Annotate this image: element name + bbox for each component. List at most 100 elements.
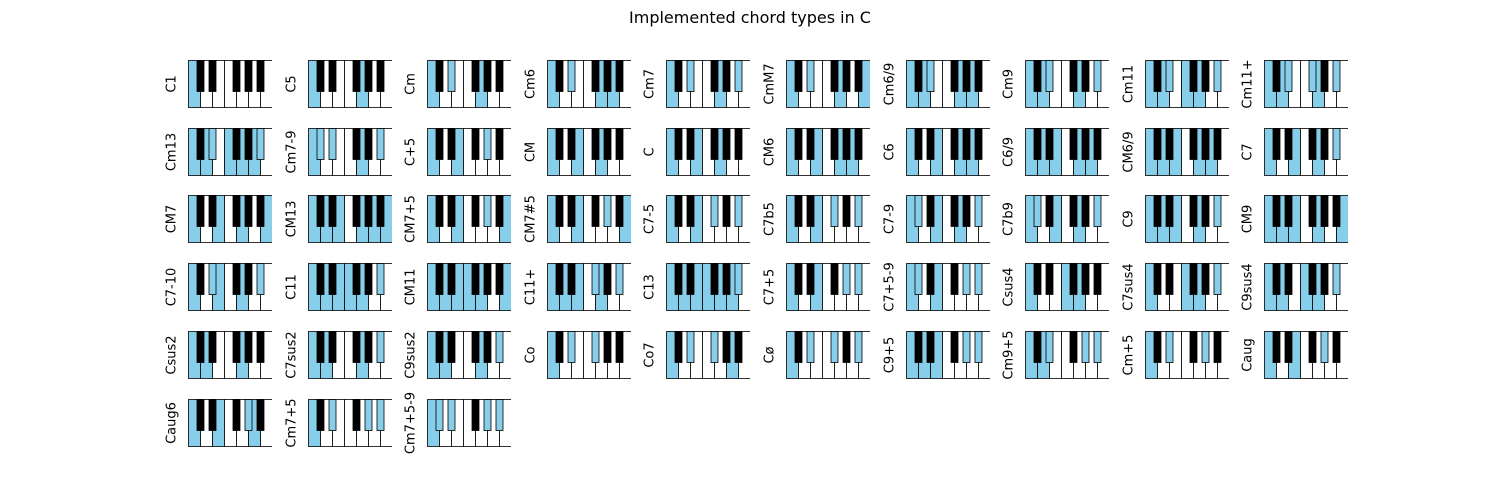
black-key-pressed bbox=[1165, 330, 1174, 363]
black-key bbox=[1332, 195, 1341, 228]
chord-label: Csus4 bbox=[998, 263, 1020, 311]
black-key bbox=[435, 195, 444, 228]
black-key bbox=[316, 195, 324, 228]
chord-name: CM6/9 bbox=[1121, 131, 1137, 173]
piano-keyboard bbox=[1144, 60, 1229, 108]
black-key bbox=[710, 127, 719, 160]
piano-keyboard bbox=[1264, 60, 1349, 108]
black-key bbox=[471, 195, 480, 228]
black-key bbox=[352, 263, 360, 295]
black-key bbox=[1272, 330, 1281, 363]
chord-label: C13 bbox=[639, 263, 661, 311]
chord-diagram: C13 bbox=[639, 263, 751, 313]
black-key bbox=[914, 330, 922, 363]
black-key bbox=[364, 330, 372, 363]
chord-label: CM6/9 bbox=[1118, 128, 1140, 176]
black-key bbox=[1189, 127, 1198, 160]
black-key-pressed bbox=[1165, 60, 1174, 92]
black-key bbox=[555, 263, 564, 295]
black-key-pressed bbox=[244, 398, 253, 431]
piano-keyboard bbox=[188, 263, 272, 311]
black-key bbox=[974, 127, 982, 160]
black-key bbox=[1189, 330, 1198, 363]
piano-keyboard bbox=[427, 195, 512, 244]
chord-name: CM7#5 bbox=[523, 195, 539, 244]
piano-keyboard bbox=[1144, 330, 1229, 379]
black-key bbox=[495, 60, 504, 92]
black-key bbox=[854, 127, 863, 160]
chord-name: Cm11+ bbox=[1240, 59, 1256, 109]
chord-label: CM6 bbox=[759, 128, 781, 176]
piano-keyboard bbox=[666, 330, 751, 379]
chord-label: C7b9 bbox=[998, 195, 1020, 243]
chord-label: C7-10 bbox=[161, 263, 183, 311]
black-key bbox=[1069, 330, 1078, 363]
black-key bbox=[674, 330, 683, 363]
black-key-pressed bbox=[447, 60, 456, 92]
black-key bbox=[483, 60, 492, 92]
chord-label: Caug6 bbox=[161, 399, 183, 447]
chord-label: Cm11+ bbox=[1237, 59, 1259, 109]
chord-label: C1 bbox=[161, 60, 183, 108]
black-key-pressed bbox=[435, 398, 444, 431]
black-key bbox=[603, 127, 612, 160]
black-key bbox=[950, 330, 958, 363]
black-key-pressed bbox=[1093, 60, 1102, 92]
chord-label: C9+5 bbox=[879, 331, 901, 379]
black-key bbox=[1093, 263, 1102, 295]
chord-name: Cm bbox=[403, 73, 419, 95]
black-key bbox=[794, 330, 803, 363]
black-key bbox=[686, 263, 695, 295]
black-key bbox=[615, 60, 624, 92]
chord-label: CM11 bbox=[400, 263, 422, 311]
chord-diagram: Cm7-9 bbox=[281, 127, 392, 178]
black-key bbox=[830, 60, 839, 92]
chord-name: Csus4 bbox=[1001, 267, 1017, 307]
chord-name: C9sus4 bbox=[1240, 263, 1256, 311]
chord-diagram: C1 bbox=[161, 60, 272, 110]
black-key-pressed bbox=[208, 263, 217, 295]
black-key bbox=[806, 127, 815, 160]
black-key-pressed bbox=[603, 195, 612, 228]
black-key bbox=[196, 330, 205, 363]
chord-label: C+5 bbox=[400, 128, 422, 176]
chord-label: C11+ bbox=[520, 263, 542, 311]
chord-diagram: Caug6 bbox=[161, 398, 272, 449]
black-key-pressed bbox=[1332, 263, 1341, 295]
black-key bbox=[591, 127, 600, 160]
chord-diagram: C7-5 bbox=[639, 195, 751, 245]
black-key-pressed bbox=[830, 195, 839, 228]
black-key-pressed bbox=[974, 195, 982, 228]
black-key bbox=[1308, 263, 1317, 295]
black-key bbox=[1308, 127, 1317, 160]
black-key bbox=[1201, 195, 1210, 228]
chord-name: C7+5-9 bbox=[882, 262, 898, 312]
chord-label: Cm9 bbox=[998, 60, 1020, 108]
black-key-pressed bbox=[447, 398, 456, 431]
black-key-pressed bbox=[842, 263, 851, 295]
piano-keyboard bbox=[307, 330, 392, 379]
black-key bbox=[830, 263, 839, 295]
chord-name: C11+ bbox=[523, 268, 539, 306]
piano-keyboard bbox=[905, 127, 990, 176]
black-key bbox=[352, 127, 360, 160]
piano-keyboard bbox=[427, 330, 512, 379]
black-key bbox=[1081, 195, 1090, 228]
chord-label: Co7 bbox=[639, 331, 661, 379]
black-key-pressed bbox=[854, 263, 863, 295]
piano-keyboard bbox=[1264, 195, 1349, 244]
chord-diagram: Cm13 bbox=[161, 127, 272, 178]
black-key bbox=[1153, 127, 1162, 160]
chord-label: CM9 bbox=[1237, 195, 1259, 243]
black-key-pressed bbox=[1213, 60, 1222, 92]
black-key bbox=[734, 330, 743, 363]
black-key bbox=[1332, 330, 1341, 363]
chord-diagram: C7-10 bbox=[161, 263, 272, 313]
black-key bbox=[1284, 195, 1293, 228]
black-key bbox=[842, 60, 851, 92]
chord-diagram: C11+ bbox=[520, 263, 631, 313]
chord-name: Csus2 bbox=[164, 335, 180, 375]
black-key bbox=[196, 398, 205, 431]
chord-name: C7-10 bbox=[164, 267, 180, 307]
chord-name: C7 bbox=[1240, 143, 1256, 161]
